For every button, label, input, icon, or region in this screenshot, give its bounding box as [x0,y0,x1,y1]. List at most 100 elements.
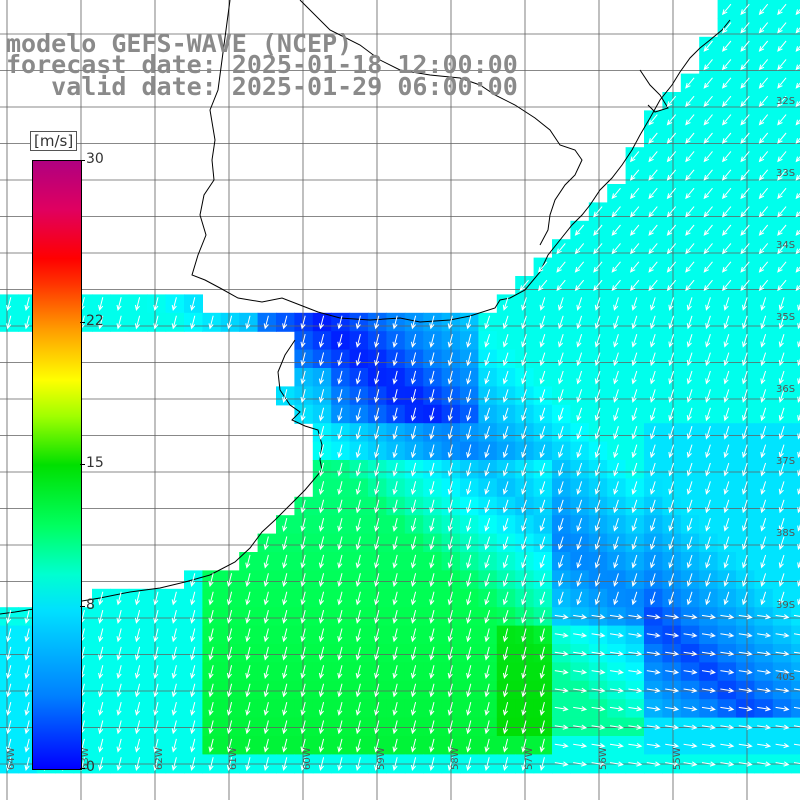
wind-arrow [701,669,716,675]
wind-arrow [631,481,638,495]
wind-arrow [593,243,603,255]
wind-arrow [318,481,325,496]
wind-arrow [153,683,159,698]
wind-arrow [775,742,790,749]
wind-arrow [650,591,656,606]
wind-arrow [721,151,732,163]
wind-arrow [650,315,656,330]
wind-arrow [447,591,453,606]
wind-arrow [758,187,769,200]
wind-arrow [554,614,569,620]
wind-arrow [484,683,490,698]
wind-arrow [760,444,767,459]
wind-arrow [300,591,306,606]
wind-arrow [723,352,730,367]
wind-arrow [134,609,141,624]
wind-arrow [318,628,325,643]
wind-arrow [374,315,380,330]
wind-arrow [171,315,177,330]
wind-arrow [703,77,713,89]
wind-arrow [613,573,619,587]
wind-arrow [539,554,546,569]
wind-arrow [153,297,159,312]
wind-arrow [558,334,564,348]
wind-arrow [760,573,767,587]
wind-arrow [609,761,624,767]
wind-arrow [558,518,564,532]
wind-arrow [740,95,750,108]
wind-arrow [797,560,800,569]
wind-arrow [410,591,417,606]
wind-arrow [797,358,800,367]
wind-arrow [282,646,288,661]
wind-arrow [447,425,453,440]
wind-arrow [171,720,177,735]
wind-arrow [153,591,159,606]
wind-arrow [650,297,656,311]
wind-arrow [447,444,453,459]
wind-arrow [740,3,750,16]
wind-arrow [429,481,435,496]
wind-arrow [300,536,306,551]
wind-arrow [539,536,546,551]
wind-arrow [134,591,141,606]
wind-arrow [631,591,638,606]
wind-arrow [760,481,767,495]
wind-arrow [24,609,30,624]
wind-arrow [646,724,661,730]
wind-arrow [738,761,753,767]
wind-arrow [758,22,769,34]
wind-arrow [609,650,624,657]
wind-arrow [521,554,527,569]
wind-arrow [355,315,361,330]
wind-arrow [484,628,490,643]
wind-arrow [576,334,583,348]
wind-arrow [318,738,325,753]
wind-arrow [576,554,583,569]
wind-arrow [594,315,601,330]
wind-arrow [318,646,325,661]
wind-arrow [609,614,624,620]
wind-arrow [703,132,713,144]
speed-cell [791,423,800,443]
wind-arrow [648,279,658,292]
wind-arrow [777,169,787,181]
wind-arrow [701,650,716,657]
wind-arrow [392,683,398,698]
wind-arrow [337,352,343,367]
wind-arrow [374,407,380,422]
wind-arrow [429,370,435,385]
valid-date: valid date: 2025-01-29 06:00:00 [6,72,518,101]
wind-arrow [594,352,601,367]
wind-arrow [98,738,104,753]
wind-arrow [760,426,767,440]
latitude-label: 40S [776,672,795,683]
wind-arrow [171,665,177,680]
wind-arrow [723,573,730,587]
wind-arrow [466,499,472,514]
wind-arrow [502,315,509,330]
wind-arrow [742,315,748,330]
wind-arrow [778,352,785,367]
wind-arrow [795,27,800,34]
wind-arrow [576,499,583,514]
wind-arrow [300,517,306,532]
wind-arrow [758,59,769,71]
wind-arrow [337,425,343,440]
wind-arrow [703,114,713,126]
wind-arrow [668,315,675,330]
wind-arrow [760,352,767,367]
wind-arrow [797,468,800,477]
wind-arrow [171,646,177,661]
wind-arrow [738,742,753,749]
wind-arrow [685,95,695,108]
wind-arrow [337,720,343,735]
wind-arrow [738,632,753,638]
wind-arrow [374,517,380,532]
speed-cell [791,110,800,130]
wind-arrow [646,632,661,638]
wind-arrow [466,352,472,367]
wind-arrow [757,742,772,749]
wind-arrow [723,554,730,569]
